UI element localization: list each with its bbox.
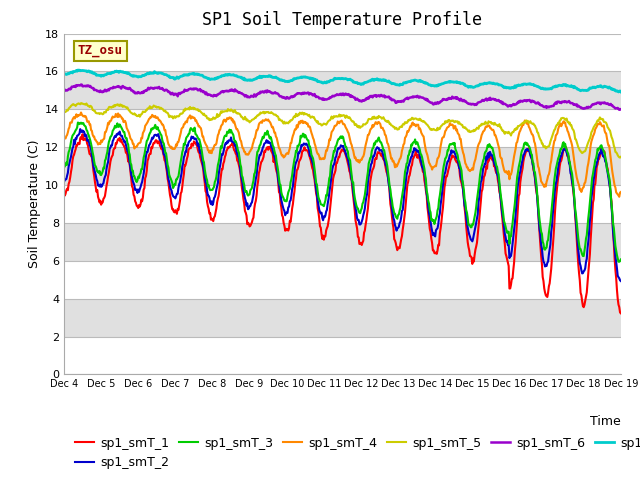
sp1_smT_3: [444, 147, 451, 153]
sp1_smT_3: [74, 120, 82, 125]
sp1_smT_5: [335, 113, 342, 119]
sp1_smT_5: [389, 123, 397, 129]
Text: Time: Time: [590, 415, 621, 428]
sp1_smT_1: [566, 165, 574, 171]
Bar: [64, 261, 621, 299]
sp1_smT_4: [77, 109, 85, 115]
sp1_smT_3: [207, 187, 215, 192]
sp1_smT_6: [183, 88, 191, 94]
sp1_smT_2: [617, 278, 625, 284]
sp1_smT_2: [76, 126, 84, 132]
sp1_smT_6: [617, 107, 625, 112]
sp1_smT_5: [183, 107, 191, 112]
sp1_smT_7: [566, 84, 574, 89]
sp1_smT_1: [60, 191, 68, 197]
sp1_smT_4: [566, 137, 574, 143]
sp1_smT_7: [617, 89, 625, 95]
sp1_smT_3: [566, 165, 574, 171]
Y-axis label: Soil Temperature (C): Soil Temperature (C): [28, 140, 41, 268]
Legend: sp1_smT_1, sp1_smT_2, sp1_smT_3, sp1_smT_4, sp1_smT_5, sp1_smT_6, sp1_smT_7: sp1_smT_1, sp1_smT_2, sp1_smT_3, sp1_smT…: [70, 432, 640, 474]
sp1_smT_5: [444, 120, 451, 125]
sp1_smT_5: [207, 117, 215, 123]
sp1_smT_4: [389, 158, 397, 164]
sp1_smT_7: [444, 79, 451, 85]
sp1_smT_6: [616, 107, 623, 113]
sp1_smT_7: [614, 89, 622, 95]
sp1_smT_6: [566, 100, 574, 106]
Bar: [64, 299, 621, 336]
sp1_smT_3: [60, 165, 68, 170]
Line: sp1_smT_3: sp1_smT_3: [64, 122, 621, 262]
sp1_smT_1: [183, 156, 191, 161]
sp1_smT_2: [207, 201, 215, 207]
sp1_smT_3: [335, 136, 342, 142]
sp1_smT_1: [335, 155, 342, 160]
sp1_smT_1: [389, 220, 397, 226]
sp1_smT_4: [617, 189, 625, 195]
sp1_smT_6: [60, 89, 68, 95]
sp1_smT_1: [617, 311, 625, 316]
sp1_smT_2: [60, 179, 68, 185]
sp1_smT_5: [616, 155, 624, 160]
sp1_smT_7: [389, 81, 397, 86]
Bar: [64, 72, 621, 109]
Bar: [64, 147, 621, 185]
Line: sp1_smT_4: sp1_smT_4: [64, 112, 621, 197]
sp1_smT_2: [566, 170, 574, 176]
sp1_smT_1: [79, 132, 86, 137]
sp1_smT_4: [335, 120, 342, 125]
Line: sp1_smT_1: sp1_smT_1: [64, 134, 621, 313]
Line: sp1_smT_2: sp1_smT_2: [64, 129, 621, 281]
sp1_smT_3: [616, 259, 623, 264]
Line: sp1_smT_6: sp1_smT_6: [64, 84, 621, 110]
sp1_smT_4: [60, 135, 68, 141]
sp1_smT_3: [389, 204, 397, 209]
sp1_smT_7: [60, 71, 68, 77]
sp1_smT_4: [444, 124, 451, 130]
sp1_smT_7: [74, 67, 82, 73]
sp1_smT_2: [389, 211, 397, 216]
Bar: [64, 185, 621, 223]
sp1_smT_7: [335, 76, 342, 82]
sp1_smT_4: [183, 120, 191, 125]
sp1_smT_2: [444, 158, 451, 164]
sp1_smT_3: [183, 134, 191, 140]
sp1_smT_6: [444, 96, 451, 102]
sp1_smT_6: [207, 93, 215, 98]
sp1_smT_6: [77, 82, 85, 87]
sp1_smT_6: [389, 97, 397, 103]
Bar: [64, 336, 621, 374]
Line: sp1_smT_5: sp1_smT_5: [64, 103, 621, 157]
sp1_smT_5: [566, 122, 574, 128]
sp1_smT_4: [207, 150, 215, 156]
sp1_smT_1: [444, 170, 451, 176]
Line: sp1_smT_7: sp1_smT_7: [64, 70, 621, 92]
Title: SP1 Soil Temperature Profile: SP1 Soil Temperature Profile: [202, 11, 483, 29]
sp1_smT_7: [183, 72, 191, 78]
sp1_smT_6: [335, 92, 342, 98]
sp1_smT_2: [183, 142, 191, 148]
sp1_smT_5: [77, 100, 85, 106]
sp1_smT_1: [207, 217, 215, 223]
Bar: [64, 34, 621, 72]
sp1_smT_2: [335, 145, 342, 151]
Bar: [64, 109, 621, 147]
sp1_smT_5: [617, 154, 625, 160]
sp1_smT_4: [616, 194, 623, 200]
Bar: [64, 223, 621, 261]
Text: TZ_osu: TZ_osu: [78, 44, 123, 58]
sp1_smT_7: [207, 76, 215, 82]
sp1_smT_5: [60, 108, 68, 114]
sp1_smT_3: [617, 257, 625, 263]
